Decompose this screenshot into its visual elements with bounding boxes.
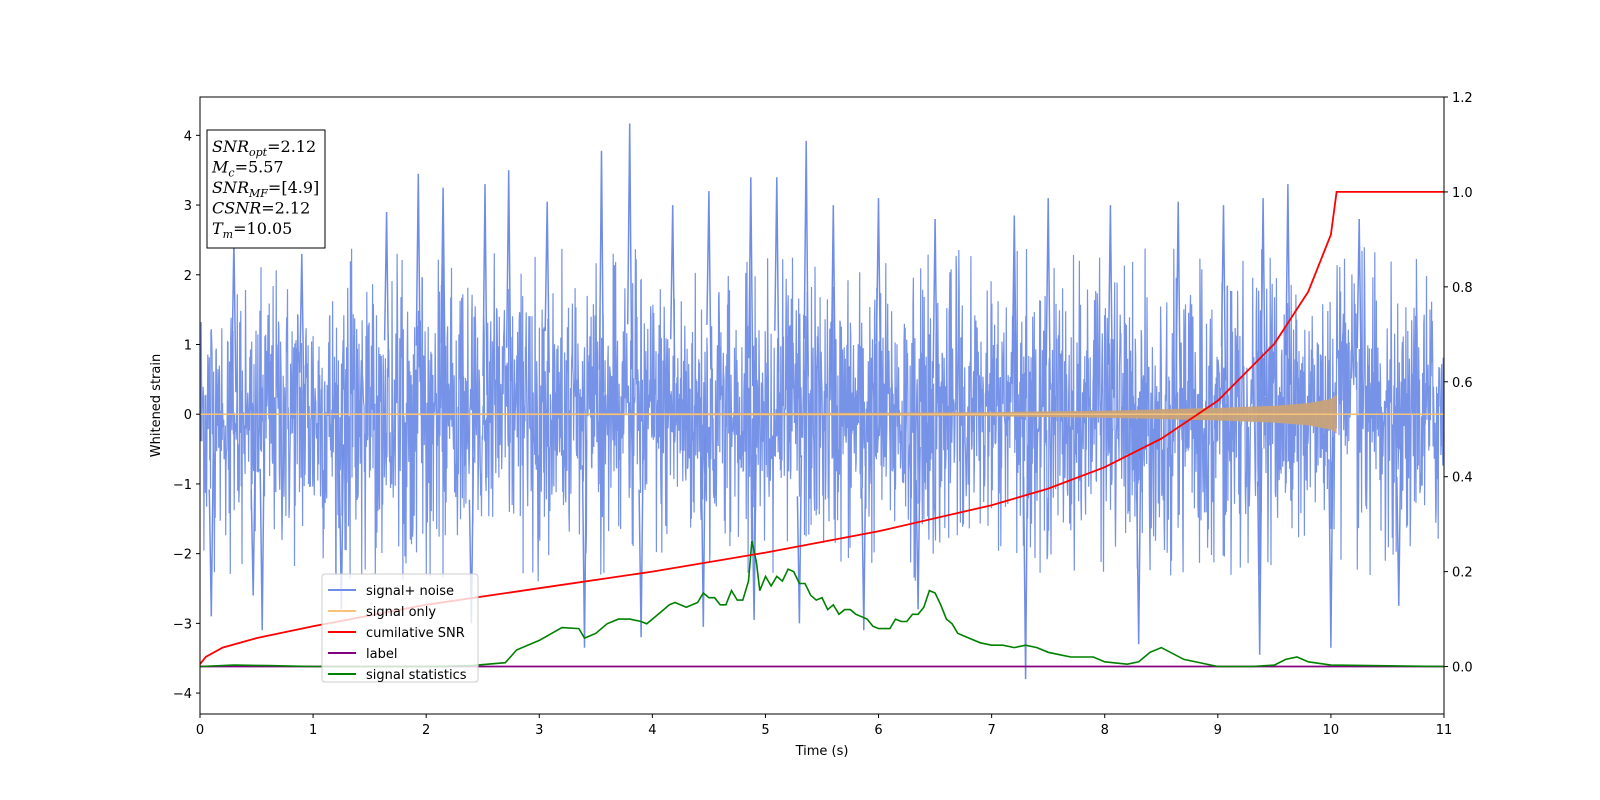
right-tick-label-0: 0.0 bbox=[1452, 661, 1473, 676]
y-tick-label-3: −1 bbox=[173, 478, 192, 493]
signal-noise-series bbox=[200, 123, 1444, 680]
right-tick-label-5: 1.0 bbox=[1452, 186, 1473, 201]
signal-only-series bbox=[200, 394, 1444, 434]
noise-spike-1 bbox=[250, 451, 256, 596]
noise-spike-23 bbox=[1220, 205, 1227, 381]
y-tick-label-8: 4 bbox=[184, 129, 192, 144]
x-tick-label-4: 4 bbox=[648, 723, 656, 738]
right-tick-label-1: 0.2 bbox=[1452, 566, 1473, 581]
x-tick-label-3: 3 bbox=[535, 723, 543, 738]
x-tick-label-8: 8 bbox=[1101, 723, 1109, 738]
noise-spike-0 bbox=[231, 239, 237, 393]
signal-noise-trace bbox=[200, 247, 1444, 582]
x-tick-label-11: 11 bbox=[1436, 723, 1453, 738]
x-tick-label-10: 10 bbox=[1323, 723, 1340, 738]
legend-label-0: signal+ noise bbox=[366, 584, 454, 599]
legend-label-2: cumilative SNR bbox=[366, 626, 465, 641]
noise-spike-35 bbox=[796, 455, 803, 624]
noise-spike-41 bbox=[1328, 436, 1334, 648]
x-tick-label-2: 2 bbox=[422, 723, 430, 738]
noise-spike-16 bbox=[830, 205, 837, 394]
legend-label-3: label bbox=[366, 647, 397, 662]
noise-spike-18 bbox=[932, 218, 938, 397]
x-tick-label-0: 0 bbox=[196, 723, 204, 738]
noise-spike-2 bbox=[299, 253, 305, 394]
signal-statistics-line bbox=[200, 540, 1444, 668]
y-axis-label: Whitened strain bbox=[149, 354, 164, 457]
noise-spike-39 bbox=[1135, 452, 1142, 645]
noise-spike-34 bbox=[751, 454, 757, 620]
y-tick-label-1: −3 bbox=[173, 617, 192, 632]
x-tick-label-1: 1 bbox=[309, 723, 317, 738]
x-axis-ticks: 0 1 2 3 4 5 6 7 8 9 10 11 bbox=[196, 714, 1452, 738]
noise-spike-25 bbox=[1285, 184, 1291, 385]
annotation-line-4: Tm=10.05 bbox=[212, 219, 292, 241]
noise-spike-8 bbox=[544, 201, 550, 373]
noise-spike-11 bbox=[669, 205, 676, 377]
right-tick-label-2: 0.4 bbox=[1452, 471, 1473, 486]
right-axis-ticks: 0.0 0.2 0.4 0.6 0.8 1.0 1.2 bbox=[1444, 91, 1473, 676]
noise-spike-20 bbox=[1045, 198, 1051, 390]
x-tick-label-6: 6 bbox=[874, 723, 882, 738]
noise-spike-9 bbox=[598, 150, 605, 393]
noise-spike-42 bbox=[1396, 445, 1402, 606]
right-tick-label-3: 0.6 bbox=[1452, 376, 1473, 391]
noise-spike-32 bbox=[638, 451, 644, 638]
noise-spike-17 bbox=[875, 198, 882, 378]
y-tick-label-5: 1 bbox=[184, 338, 192, 353]
noise-spike-24 bbox=[1260, 198, 1266, 397]
annotation-line-0: SNRopt=2.12 bbox=[212, 137, 316, 159]
y-axis-ticks: −4 −3 −2 −1 0 1 2 3 4 bbox=[173, 129, 200, 702]
noise-spike-33 bbox=[700, 435, 707, 627]
x-tick-label-5: 5 bbox=[761, 723, 769, 738]
noise-spike-4 bbox=[415, 173, 422, 380]
noise-spike-3 bbox=[383, 211, 390, 378]
noise-spike-31 bbox=[581, 439, 588, 648]
noise-spike-22 bbox=[1175, 201, 1181, 393]
x-tick-label-7: 7 bbox=[987, 723, 995, 738]
noise-spike-5 bbox=[440, 187, 446, 379]
y-tick-label-7: 3 bbox=[184, 199, 192, 214]
x-tick-label-9: 9 bbox=[1214, 723, 1222, 738]
noise-spike-12 bbox=[706, 191, 712, 370]
noise-spike-10 bbox=[626, 123, 633, 370]
legend-label-4: signal statistics bbox=[366, 668, 467, 683]
x-axis-label: Time (s) bbox=[795, 744, 849, 759]
noise-spike-26 bbox=[1356, 218, 1362, 382]
noise-spike-27 bbox=[208, 451, 215, 617]
plot-frame bbox=[199, 96, 1445, 715]
noise-spike-7 bbox=[505, 170, 512, 382]
y-tick-label-0: −4 bbox=[173, 687, 192, 702]
noise-spike-21 bbox=[1107, 205, 1114, 390]
noise-spike-6 bbox=[482, 184, 488, 396]
noise-spike-19 bbox=[1011, 215, 1018, 394]
y-tick-label-6: 2 bbox=[184, 269, 192, 284]
legend: signal+ noise signal only cumilative SNR la… bbox=[321, 573, 479, 683]
noise-spike-14 bbox=[774, 177, 780, 373]
annotation-line-3: CSNR=2.12 bbox=[212, 199, 310, 218]
noise-spike-40 bbox=[1256, 447, 1263, 655]
cumulative-snr-line bbox=[200, 191, 1444, 665]
annotation-line-2: SNRMF=[4.9] bbox=[212, 178, 319, 200]
noise-spike-15 bbox=[803, 140, 809, 377]
annotation-box: SNRopt=2.12Mc=5.57SNRMF=[4.9]CSNR=2.12Tm… bbox=[206, 129, 326, 249]
legend-label-1: signal only bbox=[366, 605, 436, 620]
annotation-line-1: Mc=5.57 bbox=[211, 158, 284, 180]
noise-spike-13 bbox=[748, 177, 754, 387]
right-tick-label-4: 0.8 bbox=[1452, 281, 1473, 296]
noise-spike-38 bbox=[1022, 445, 1029, 680]
noise-spike-28 bbox=[259, 441, 265, 631]
y-tick-label-4: 0 bbox=[184, 408, 192, 423]
y-tick-label-2: −2 bbox=[173, 548, 192, 563]
right-tick-label-6: 1.2 bbox=[1452, 91, 1473, 106]
